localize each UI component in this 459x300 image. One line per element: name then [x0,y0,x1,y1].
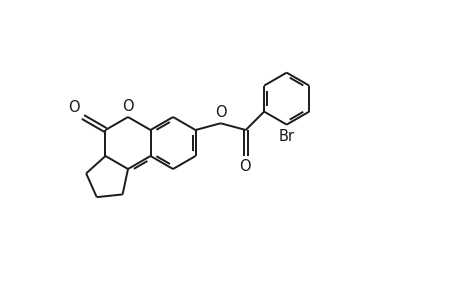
Text: Br: Br [278,129,294,144]
Text: O: O [214,105,226,120]
Text: O: O [238,159,250,174]
Text: O: O [68,100,80,115]
Text: O: O [122,99,134,114]
